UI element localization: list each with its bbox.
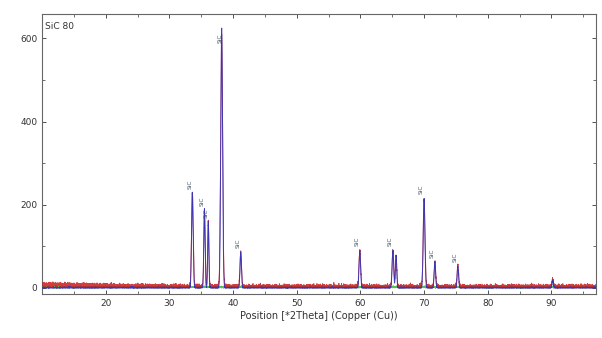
Text: SiC: SiC bbox=[355, 237, 360, 246]
Text: SiC: SiC bbox=[203, 209, 208, 218]
Text: SiC: SiC bbox=[217, 33, 222, 43]
X-axis label: Position [*2Theta] (Copper (Cu)): Position [*2Theta] (Copper (Cu)) bbox=[240, 311, 398, 321]
Text: SiC: SiC bbox=[236, 239, 241, 248]
Text: SiC: SiC bbox=[388, 237, 393, 246]
Text: SiC 80: SiC 80 bbox=[45, 22, 74, 31]
Text: SiC: SiC bbox=[453, 252, 458, 262]
Text: SiC: SiC bbox=[187, 179, 192, 189]
Text: SiC: SiC bbox=[199, 196, 205, 206]
Text: SiC: SiC bbox=[430, 248, 435, 258]
Text: SiC: SiC bbox=[419, 185, 424, 194]
